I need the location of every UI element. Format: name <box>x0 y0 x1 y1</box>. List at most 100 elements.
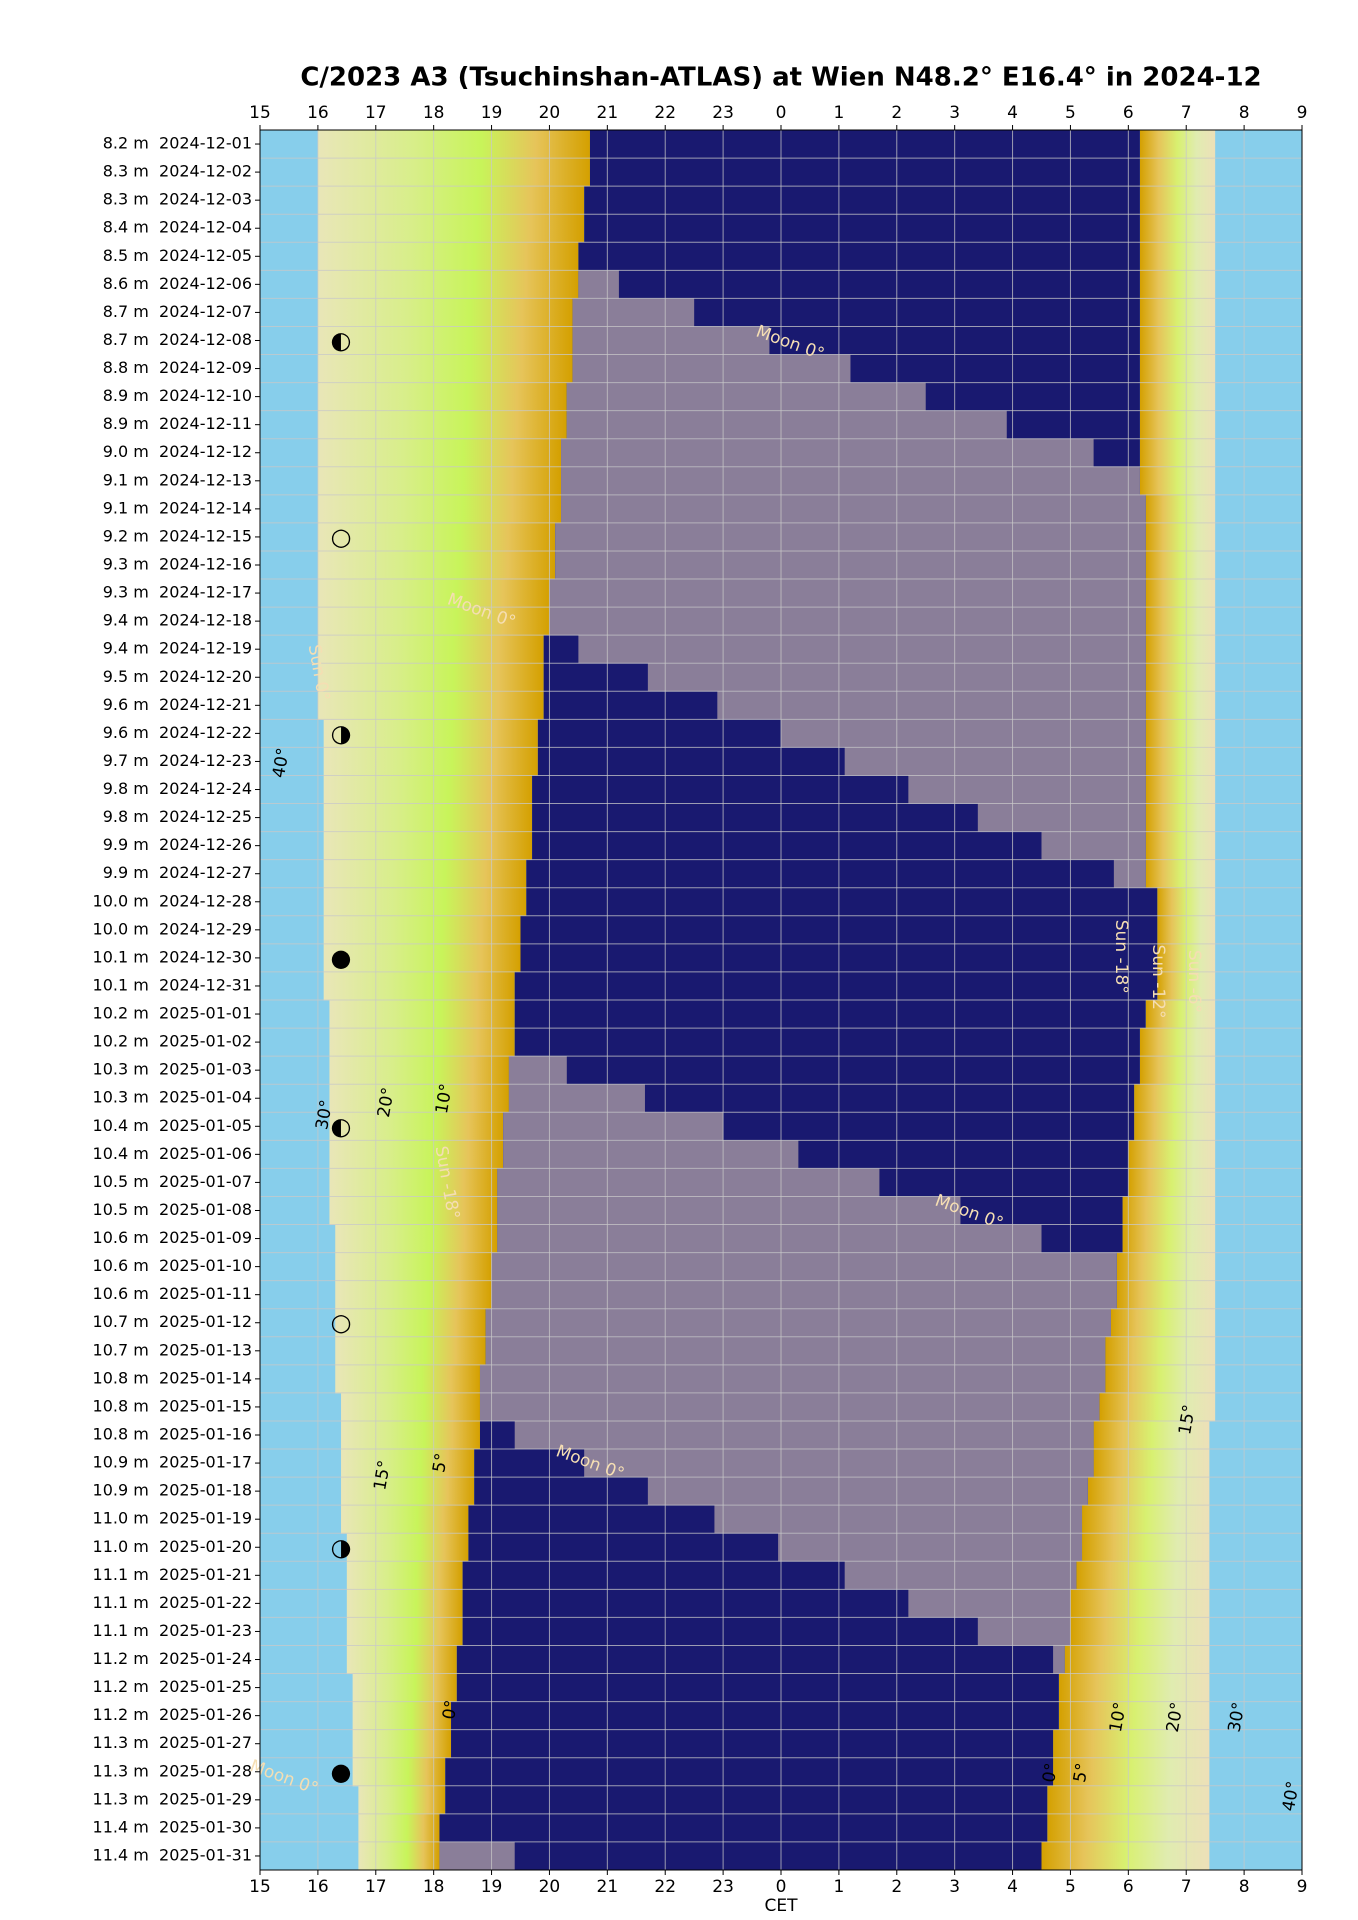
row-label: 9.2 m 2024-12-15 <box>103 526 252 545</box>
row-label: 8.8 m 2024-12-09 <box>103 358 252 377</box>
row-label: 10.3 m 2025-01-04 <box>93 1088 252 1107</box>
morning-twilight <box>1145 607 1216 636</box>
x-tick-label-top: 8 <box>1239 103 1250 123</box>
moon-phase: ◐ <box>331 1112 352 1140</box>
night <box>439 1841 1042 1871</box>
night <box>508 1056 1140 1085</box>
morning-twilight <box>1105 1336 1216 1366</box>
row-label: 9.1 m 2024-12-14 <box>103 498 252 517</box>
evening-twilight <box>329 1140 504 1169</box>
morning-twilight <box>1145 522 1216 552</box>
evening-twilight <box>341 1505 469 1534</box>
moon-up <box>578 635 1146 664</box>
row-label: 11.2 m 2025-01-26 <box>93 1705 252 1724</box>
x-tick-label-top: 5 <box>1065 103 1076 123</box>
morning-twilight <box>1116 1252 1216 1282</box>
evening-twilight <box>317 270 579 299</box>
row-label: 11.3 m 2025-01-28 <box>93 1761 252 1780</box>
evening-twilight <box>329 1000 515 1029</box>
moon-up <box>549 607 1146 636</box>
row-label: 11.1 m 2025-01-22 <box>93 1593 252 1612</box>
morning-twilight <box>1058 1673 1210 1703</box>
row-label: 10.9 m 2025-01-18 <box>93 1481 252 1500</box>
evening-twilight <box>341 1449 475 1478</box>
x-tick-label-top: 17 <box>365 103 387 123</box>
x-tick-label-bottom: 3 <box>949 1877 960 1897</box>
plot-area: ◐○◑●◐○◑●Moon 0°Moon 0°Moon 0°Moon 0°Moon… <box>247 129 1304 1871</box>
row-label: 11.2 m 2025-01-24 <box>93 1649 252 1668</box>
moon-up <box>503 1112 724 1141</box>
x-tick-label-bottom: 21 <box>597 1877 619 1897</box>
morning-twilight <box>1139 298 1216 327</box>
moon-up <box>572 298 695 327</box>
row-label: 8.5 m 2024-12-05 <box>103 246 252 265</box>
morning-twilight <box>1110 1308 1216 1338</box>
moon-up <box>503 1140 799 1169</box>
x-tick-label-top: 22 <box>654 103 676 123</box>
morning-twilight <box>1122 1224 1216 1254</box>
evening-twilight <box>341 1420 480 1450</box>
moon-up <box>977 1617 1071 1646</box>
evening-twilight <box>317 214 585 243</box>
night <box>451 1729 1054 1759</box>
moon-phase: ◑ <box>331 1533 352 1561</box>
x-tick-label-bottom: 20 <box>539 1877 561 1897</box>
x-tick-label-top: 1 <box>833 103 844 123</box>
evening-twilight <box>358 1813 440 1843</box>
evening-twilight <box>317 663 544 692</box>
evening-twilight <box>329 1028 515 1057</box>
moon-up <box>578 270 619 299</box>
row-label: 10.5 m 2025-01-08 <box>93 1200 252 1219</box>
morning-twilight <box>1139 186 1216 215</box>
moon-up <box>647 1477 1088 1506</box>
evening-twilight <box>323 719 538 748</box>
morning-twilight <box>1145 691 1216 720</box>
night <box>456 1645 1065 1675</box>
morning-twilight <box>1122 1196 1216 1226</box>
row-label: 9.9 m 2024-12-27 <box>103 863 252 882</box>
morning-twilight <box>1082 1505 1210 1534</box>
evening-twilight <box>335 1224 498 1254</box>
moon-up <box>778 1533 1083 1562</box>
morning-twilight <box>1139 242 1216 271</box>
moon-up <box>572 354 851 384</box>
morning-twilight <box>1145 635 1216 664</box>
evening-twilight <box>323 747 538 776</box>
row-label: 11.3 m 2025-01-29 <box>93 1789 252 1808</box>
x-tick-label-top: 2 <box>891 103 902 123</box>
row-label: 10.8 m 2025-01-14 <box>93 1368 252 1387</box>
moon-up <box>1053 1645 1065 1675</box>
night <box>589 158 1140 187</box>
evening-twilight <box>329 1084 509 1113</box>
evening-twilight <box>317 242 579 271</box>
x-tick-label-bottom: 22 <box>654 1877 676 1897</box>
row-label: 10.1 m 2024-12-31 <box>93 975 252 994</box>
row-label: 9.4 m 2024-12-18 <box>103 611 252 630</box>
evening-twilight <box>323 859 527 889</box>
morning-twilight <box>1058 1701 1210 1731</box>
evening-twilight <box>358 1785 446 1815</box>
moon-up <box>497 1224 1042 1254</box>
moon-up <box>717 691 1146 720</box>
night <box>584 186 1140 215</box>
row-label: 8.9 m 2024-12-11 <box>103 414 252 433</box>
evening-twilight <box>317 466 562 496</box>
row-label: 9.6 m 2024-12-21 <box>103 695 252 714</box>
row-label: 9.3 m 2024-12-16 <box>103 555 252 574</box>
evening-twilight <box>317 494 562 524</box>
evening-twilight <box>335 1308 486 1338</box>
moon-up <box>439 1841 515 1871</box>
x-tick-label-bottom: 23 <box>712 1877 734 1897</box>
x-tick-label-top: 20 <box>539 103 561 123</box>
contour-label: 5° <box>1070 1762 1093 1785</box>
night <box>578 270 1140 299</box>
row-label: 9.9 m 2024-12-26 <box>103 835 252 854</box>
row-label: 10.6 m 2025-01-10 <box>93 1256 252 1275</box>
morning-twilight <box>1145 579 1216 608</box>
row-label: 10.6 m 2025-01-11 <box>93 1284 252 1303</box>
row-label: 8.3 m 2024-12-02 <box>103 162 252 181</box>
evening-twilight <box>323 775 533 805</box>
moon-up <box>561 438 1094 468</box>
evening-twilight <box>346 1533 469 1562</box>
contour-label: 5° <box>429 1452 452 1475</box>
